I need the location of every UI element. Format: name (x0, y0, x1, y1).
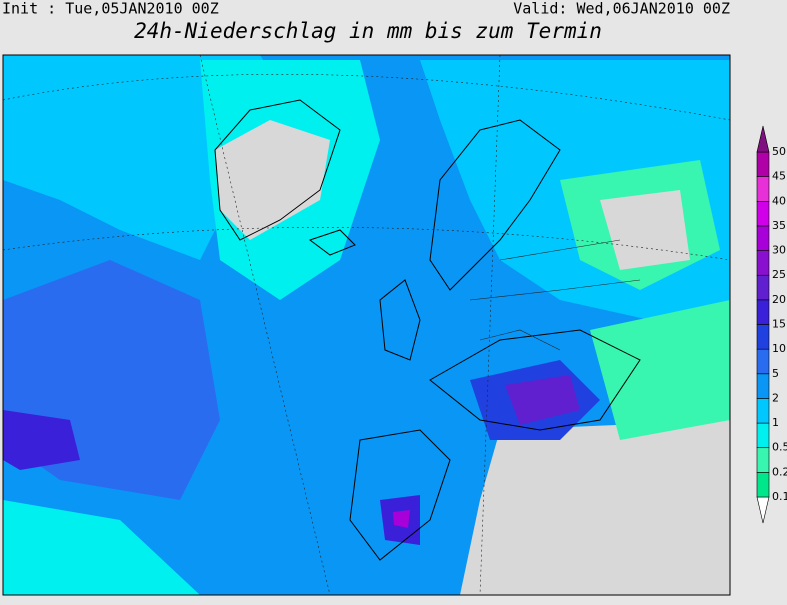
colorbar-label: 10 (772, 342, 786, 355)
colorbar-label: 5 (772, 367, 779, 380)
precip-area (590, 300, 730, 440)
dry-area (600, 190, 690, 270)
precip-area (505, 375, 580, 425)
colorbar-box (756, 176, 770, 202)
colorbar-box (756, 348, 770, 375)
colorbar-box (756, 274, 770, 301)
colorbar-high-triangle (756, 125, 770, 153)
colorbar-label: 20 (772, 293, 786, 306)
europe-coast (429, 329, 641, 431)
valid-time: Valid: Wed,06JAN2010 00Z (513, 0, 730, 18)
map-title: 24h-Niederschlag in mm bis zum Termin (134, 19, 602, 43)
colorbar-box (756, 422, 770, 449)
colorbar-label: 0.5 (772, 441, 787, 454)
colorbar-box (756, 200, 770, 227)
dry-area (460, 420, 730, 595)
britain-coast (379, 279, 421, 361)
colorbar-box (756, 472, 770, 498)
colorbar-label: 25 (772, 268, 786, 281)
greenland-coast (214, 99, 341, 241)
map (2, 54, 731, 596)
precip-area (3, 500, 200, 595)
colorbar-label: 40 (772, 194, 786, 207)
colorbar-box (756, 151, 770, 177)
init-time: Init : Tue,05JAN2010 00Z (2, 0, 219, 18)
colorbar-box (756, 324, 770, 350)
map-frame (2, 54, 731, 596)
iberia-coast (349, 429, 451, 561)
colorbar-box (756, 373, 770, 399)
colorbar-box (756, 225, 770, 251)
colorbar-box (756, 398, 770, 424)
colorbar-label: 0.2 (772, 465, 787, 478)
colorbar-label: 15 (772, 318, 786, 331)
scandinavia-coast (429, 119, 561, 291)
colorbar-box (756, 299, 770, 325)
colorbar-label: 30 (772, 244, 786, 257)
iceland-coast (308, 229, 356, 256)
colorbar-label: 2 (772, 391, 779, 404)
colorbar-label: 45 (772, 170, 786, 183)
country-borders (469, 239, 641, 351)
colorbar-box (756, 250, 770, 276)
colorbar-label: 1 (772, 416, 779, 429)
precip-area (3, 410, 80, 470)
graticule (3, 55, 730, 595)
precip-area (393, 510, 410, 528)
colorbar-box (756, 447, 770, 473)
colorbar-label: 0.1 (772, 490, 787, 503)
colorbar-label: 35 (772, 219, 786, 232)
colorbar-label: 50 (772, 145, 786, 158)
dry-area (215, 120, 330, 240)
